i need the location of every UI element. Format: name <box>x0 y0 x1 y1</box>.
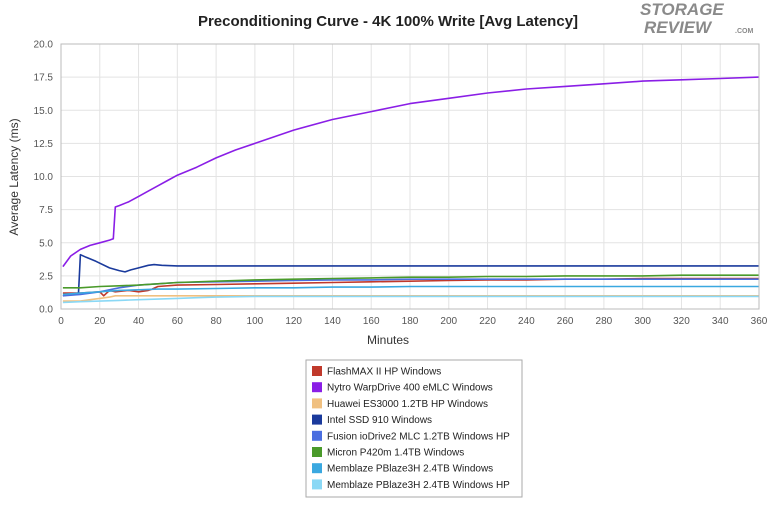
plot-border <box>60 43 760 310</box>
legend-item-label: Micron P420m 1.4TB Windows <box>327 448 464 459</box>
storagereview-logo: STORAGE REVIEW .COM <box>640 0 753 37</box>
legend-swatch <box>312 447 322 457</box>
legend-item-label: Memblaze PBlaze3H 2.4TB Windows <box>327 464 493 475</box>
x-tick-label: 80 <box>211 316 223 327</box>
x-tick-label: 280 <box>596 316 613 327</box>
series-line-2 <box>62 76 760 268</box>
legend-swatch <box>312 479 322 490</box>
legend-swatch <box>312 398 322 409</box>
y-axis-label: Average Latency (ms) <box>7 118 21 235</box>
legend-item-label: FlashMAX II HP Windows <box>327 367 441 378</box>
x-tick-label: 160 <box>363 316 380 327</box>
y-tick-label: 17.5 <box>34 73 54 84</box>
logo-line1: STORAGE <box>640 0 724 19</box>
x-tick-label: 240 <box>518 316 535 327</box>
legend-item-label: Fusion ioDrive2 MLC 1.2TB Windows HP <box>327 431 510 442</box>
x-tick-label: 120 <box>285 316 302 327</box>
legend-item-label: Intel SSD 910 Windows <box>327 415 432 426</box>
series-line-7 <box>62 285 759 296</box>
y-axis-ticks: 0.0 2.5 5.0 7.5 10.0 12.5 15.0 17.5 20.0 <box>34 40 54 316</box>
legend: FlashMAX II HP Windows Nytro WarpDrive 40… <box>305 359 523 498</box>
x-tick-label: 220 <box>479 316 496 327</box>
y-tick-label: 7.5 <box>39 205 53 216</box>
x-axis-ticks: 0 20 40 60 80 100 120 140 160 180 200 220 240 260 280 3… <box>58 316 768 327</box>
logo-suffix: .COM <box>735 28 753 35</box>
series-line-8 <box>62 295 759 304</box>
chart-title: Preconditioning Curve - 4K 100% Write [A… <box>198 13 578 30</box>
series-line-4 <box>62 253 759 297</box>
y-tick-label: 2.5 <box>39 271 53 282</box>
x-axis-label: Minutes <box>367 333 409 347</box>
y-tick-label: 15.0 <box>34 106 54 117</box>
y-tick-label: 12.5 <box>34 139 54 150</box>
series-line-6 <box>62 274 759 289</box>
y-tick-label: 20.0 <box>34 40 54 51</box>
x-tick-label: 140 <box>324 316 341 327</box>
x-tick-label: 20 <box>94 316 106 327</box>
legend-swatch <box>312 366 322 376</box>
x-tick-label: 340 <box>712 316 729 327</box>
legend-swatch <box>312 414 322 425</box>
y-tick-label: 0.0 <box>39 305 53 316</box>
legend-item-label: Nytro WarpDrive 400 eMLC Windows <box>327 383 493 394</box>
series-lines <box>62 76 760 304</box>
x-tick-label: 260 <box>557 316 574 327</box>
logo-line2: REVIEW <box>644 18 713 37</box>
grid-lines <box>60 43 760 310</box>
x-tick-label: 320 <box>673 316 690 327</box>
x-tick-label: 100 <box>247 316 264 327</box>
x-tick-label: 0 <box>58 316 64 327</box>
legend-swatch <box>312 430 322 441</box>
legend-item-label: Memblaze PBlaze3H 2.4TB Windows HP <box>327 480 510 491</box>
y-tick-label: 5.0 <box>39 238 53 249</box>
x-tick-label: 40 <box>133 316 145 327</box>
x-tick-label: 360 <box>751 316 768 327</box>
x-tick-label: 200 <box>440 316 457 327</box>
legend-swatch <box>312 382 322 393</box>
legend-swatch <box>312 463 322 474</box>
x-tick-label: 180 <box>402 316 419 327</box>
x-tick-label: 300 <box>634 316 651 327</box>
series-line-5 <box>62 278 759 297</box>
legend-box <box>305 359 523 498</box>
y-tick-label: 10.0 <box>34 172 54 183</box>
legend-item-label: Huawei ES3000 1.2TB HP Windows <box>327 399 488 410</box>
x-tick-label: 60 <box>172 316 184 327</box>
